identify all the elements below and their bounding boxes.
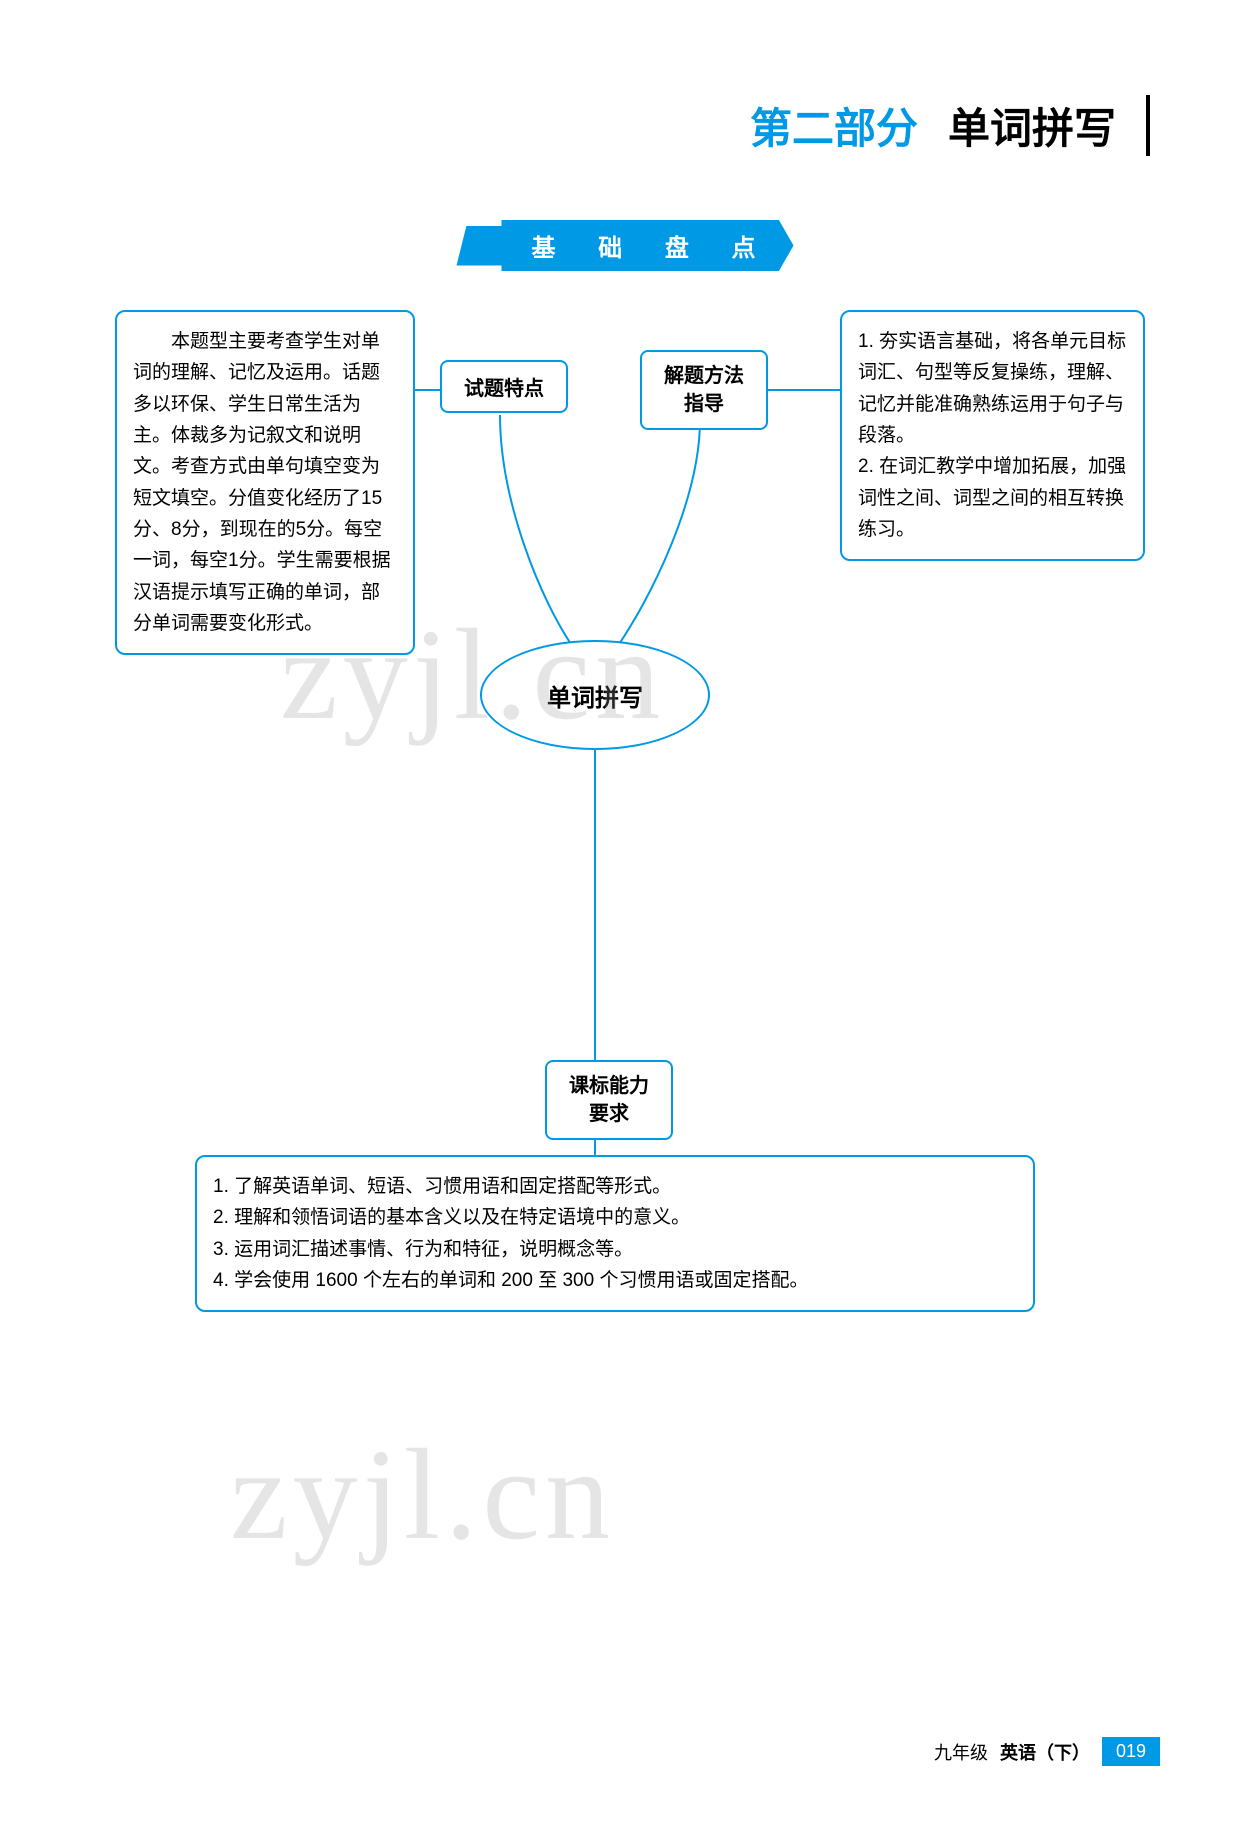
node-standard-ability: 课标能力 要求 [545, 1060, 673, 1140]
node-solution-guide: 解题方法 指导 [640, 350, 768, 430]
center-oval: 单词拼写 [480, 640, 710, 750]
connector-lines [0, 0, 1250, 1821]
node-question-features: 试题特点 [440, 360, 568, 413]
